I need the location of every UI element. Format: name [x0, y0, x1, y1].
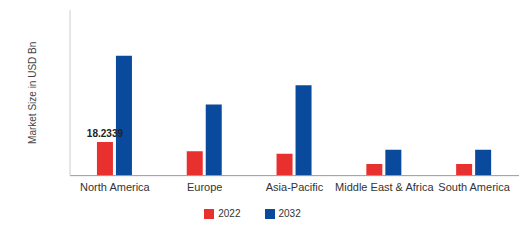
svg-text:Europe: Europe [187, 181, 222, 193]
html-text:2032: 2032 [278, 207, 301, 219]
html-text:2022: 2022 [218, 207, 241, 219]
svg-text:Asia-Pacific: Asia-Pacific [266, 181, 324, 193]
svg-text:North America: North America [80, 181, 151, 193]
svg-text:Market Size in USD Bn: Market Size in USD Bn [27, 42, 38, 144]
svg-text:Middle East & Africa: Middle East & Africa [335, 181, 434, 193]
svg-text:18.2339: 18.2339 [87, 128, 124, 139]
svg-text:South America: South America [438, 181, 510, 193]
